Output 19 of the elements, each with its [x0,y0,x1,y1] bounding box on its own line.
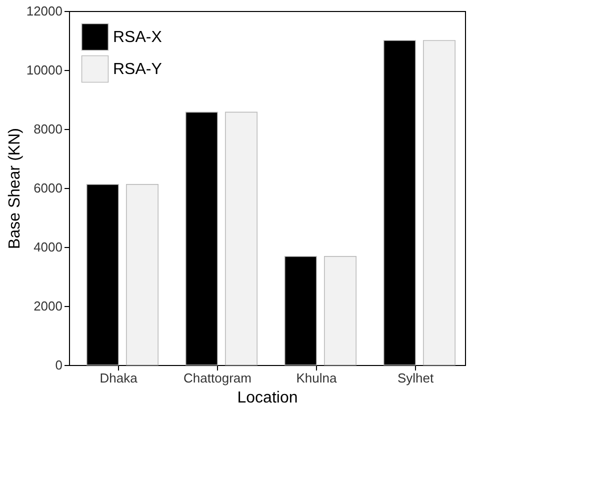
legend-label: RSA-Y [113,61,162,78]
y-axis-title: Base Shear (KN) [6,128,24,249]
bar [423,40,456,366]
x-tick-label: Sylhet [397,370,434,386]
x-tick-label: Chattogram [184,370,252,386]
x-axis-title: Location [237,390,298,406]
bar [225,112,258,366]
bar [324,256,356,366]
bar [126,184,158,366]
y-tick-label: 8000 [34,122,62,136]
y-tick-label: 10000 [26,62,62,78]
x-tick-label: Khulna [296,370,338,386]
y-tick-label: 4000 [34,240,62,254]
y-tick-label: 12000 [26,4,62,18]
y-tick-label: 0 [55,358,62,372]
y-tick-label: 6000 [34,180,62,196]
y-tick-label: 2000 [34,298,62,314]
legend-label: RSA-X [113,29,162,46]
x-tick-label: Dhaka [100,370,138,386]
